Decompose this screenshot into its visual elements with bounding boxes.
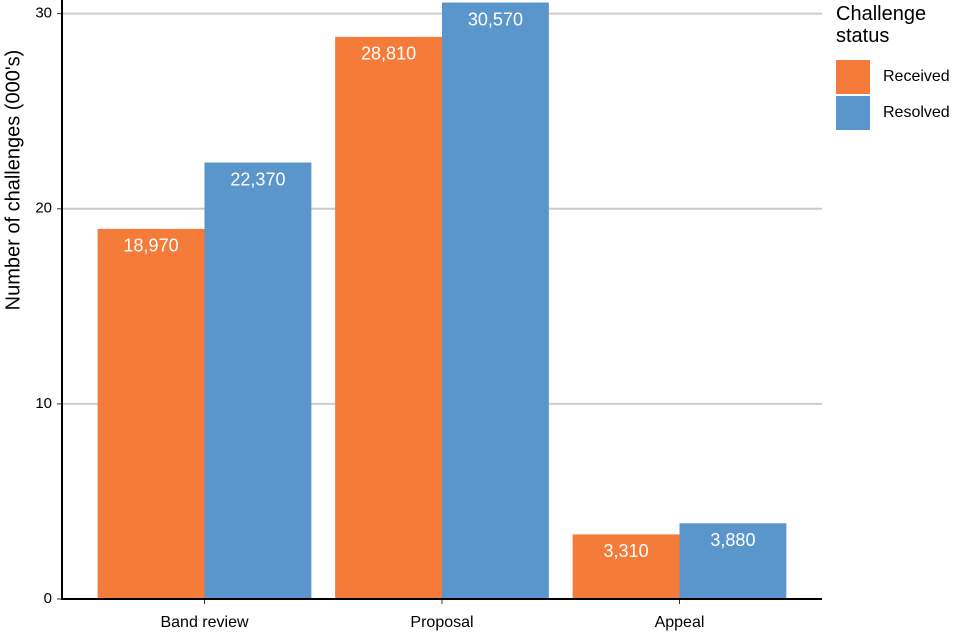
value-label: 28,810 — [361, 44, 416, 64]
value-label: 22,370 — [230, 169, 285, 189]
x-tick-label: Band review — [160, 614, 248, 631]
x-tick-label: Proposal — [410, 614, 473, 631]
legend-swatch — [836, 96, 870, 130]
value-label: 30,570 — [468, 9, 523, 29]
value-label: 18,970 — [124, 236, 179, 256]
x-tick-label: Appeal — [655, 614, 705, 631]
bar — [204, 162, 312, 599]
legend-label: Resolved — [883, 104, 950, 121]
y-tick-label: 20 — [35, 200, 52, 217]
y-tick-label: 0 — [44, 590, 52, 607]
legend-label: Received — [883, 68, 950, 85]
bar — [442, 2, 549, 599]
bar — [679, 523, 787, 599]
bar — [572, 534, 680, 599]
bar — [97, 228, 205, 600]
y-tick-label: 10 — [35, 395, 52, 412]
bar — [335, 36, 442, 600]
legend-swatch — [836, 60, 870, 94]
y-tick-label: 30 — [35, 5, 52, 22]
legend-title: Challenge status — [836, 3, 927, 47]
y-axis-label: Number of challenges (000's) — [2, 50, 24, 311]
value-label: 3,310 — [604, 541, 649, 561]
value-label: 3,880 — [710, 530, 755, 550]
